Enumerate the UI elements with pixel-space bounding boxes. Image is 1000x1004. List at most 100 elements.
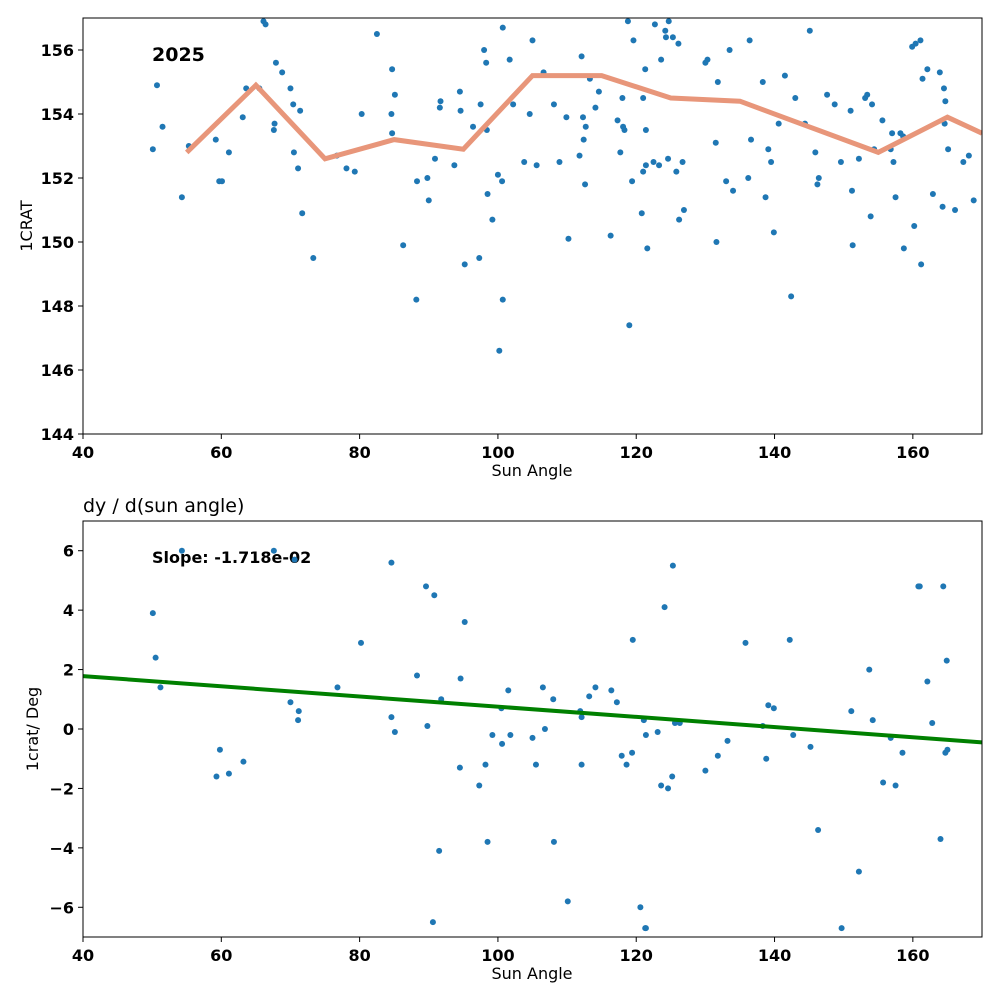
top-chart-data-point [831, 101, 838, 108]
top-chart-data-point [867, 213, 874, 220]
top-chart-data-point [373, 31, 380, 37]
top-chart-data-point [626, 322, 633, 329]
top-chart-data-point [864, 91, 871, 98]
bottom-chart-data-point [505, 687, 512, 694]
top-chart-data-point [745, 175, 752, 181]
top-chart-data-point [388, 111, 395, 117]
bottom-chart-data-point [499, 740, 506, 747]
top-chart-data-point [579, 114, 586, 121]
top-chart-data-point [848, 187, 855, 194]
top-chart-data-point [892, 194, 899, 201]
top-chart-data-point [389, 66, 396, 73]
bottom-chart-y-tick-label: 6 [63, 542, 74, 561]
top-chart-data-point [638, 210, 645, 217]
top-chart-data-point [855, 155, 862, 162]
top-chart-data-point [713, 239, 720, 245]
bottom-chart-data-point [507, 731, 514, 738]
bottom-chart-data-point [724, 737, 731, 744]
bottom-chart-data-point [240, 758, 247, 765]
top-chart-data-point [642, 66, 649, 73]
top-chart-data-point [662, 27, 669, 34]
bottom-chart-data-point [414, 672, 421, 679]
top-chart-data-point [640, 168, 647, 175]
bottom-chart-data-point [291, 556, 298, 563]
top-chart-data-point [499, 296, 506, 303]
top-chart-data-point [759, 79, 766, 85]
bottom-chart-y-tick-label: −4 [49, 839, 74, 858]
bottom-chart-data-point [149, 610, 156, 617]
top-chart-panel: 2025 Sun Angle 1CRAT 40 60 80 100 120 140 160 1… [17, 17, 983, 480]
bottom-chart-data-point [586, 693, 593, 700]
bottom-chart-data-point [869, 717, 876, 724]
bottom-chart-data-point [429, 919, 436, 926]
top-chart-data-point [673, 168, 680, 175]
bottom-chart-data-point [916, 583, 923, 590]
bottom-chart-data-point [484, 838, 491, 845]
bottom-chart-data-point [786, 636, 793, 643]
top-chart-data-point [675, 40, 682, 47]
top-chart-data-point [451, 162, 458, 169]
bottom-chart-data-point [848, 708, 855, 715]
top-chart-data-point [714, 79, 721, 85]
top-chart-y-tick-label: 150 [41, 233, 74, 252]
bottom-chart-y-tick-label: 2 [63, 661, 74, 680]
bottom-chart-data-point [815, 827, 822, 834]
bottom-chart-data-point [391, 728, 398, 735]
top-chart-data-point [918, 261, 925, 268]
bottom-chart-data-point [423, 583, 430, 590]
bottom-chart-title: dy / d(sun angle) [83, 495, 244, 517]
bottom-chart-data-point [714, 752, 721, 759]
top-chart-data-point [279, 69, 286, 76]
bottom-chart-data-point [642, 925, 649, 932]
top-chart-data-point [456, 88, 463, 95]
top-chart-data-point [630, 37, 637, 44]
top-chart-data-point [929, 191, 936, 197]
top-chart-data-point [484, 191, 491, 197]
top-chart-data-point [621, 127, 628, 133]
bottom-chart-data-point [529, 734, 536, 741]
top-chart-data-point [768, 159, 775, 165]
bottom-chart-data-point [608, 687, 615, 694]
bottom-chart-data-point [618, 752, 625, 759]
bottom-chart-x-tick-label: 120 [620, 946, 653, 965]
bottom-chart-data-point [899, 749, 906, 756]
bottom-chart-data-point [629, 749, 636, 756]
top-chart-data-point [391, 91, 398, 98]
top-chart-y-tick-label: 152 [41, 169, 74, 188]
bottom-chart-data-point [295, 708, 302, 715]
top-chart-data-point [824, 91, 831, 98]
top-chart-data-point [614, 117, 621, 124]
top-chart-data-point [510, 101, 517, 108]
top-chart-data-point [900, 245, 907, 252]
bottom-chart-data-point [578, 714, 585, 721]
top-chart-data-point [290, 101, 297, 108]
bottom-chart-data-point [765, 702, 772, 709]
top-chart-data-point [945, 146, 952, 153]
top-chart-data-point [563, 114, 570, 121]
top-chart-y-tick-label: 154 [41, 105, 74, 124]
top-chart-data-point [425, 197, 432, 204]
top-chart-data-point [413, 296, 420, 303]
top-chart-data-point [424, 175, 431, 181]
top-chart-data-point [149, 146, 156, 153]
top-chart-data-point [965, 152, 972, 159]
top-chart-data-point [414, 178, 421, 185]
bottom-chart-data-point [880, 779, 887, 786]
top-chart-data-point [912, 40, 919, 47]
bottom-chart-data-point [295, 717, 302, 724]
bottom-chart-data-point [334, 684, 341, 691]
top-chart-data-point [483, 59, 490, 66]
top-chart-x-tick-label: 140 [758, 443, 791, 462]
top-chart-data-point [847, 107, 854, 114]
top-chart-plot-area [149, 18, 982, 354]
top-chart-data-point [299, 210, 306, 217]
bottom-chart-data-point [457, 675, 464, 682]
bottom-chart-data-point [592, 684, 599, 691]
top-chart-data-point [942, 98, 949, 105]
top-chart-axes-frame [82, 17, 983, 435]
top-chart-year-annotation: 2025 [152, 44, 205, 66]
top-chart-data-point [262, 21, 269, 28]
bottom-chart-data-point [489, 731, 496, 738]
bottom-chart-x-tick-label: 100 [481, 946, 514, 965]
top-chart-data-point [295, 165, 302, 172]
